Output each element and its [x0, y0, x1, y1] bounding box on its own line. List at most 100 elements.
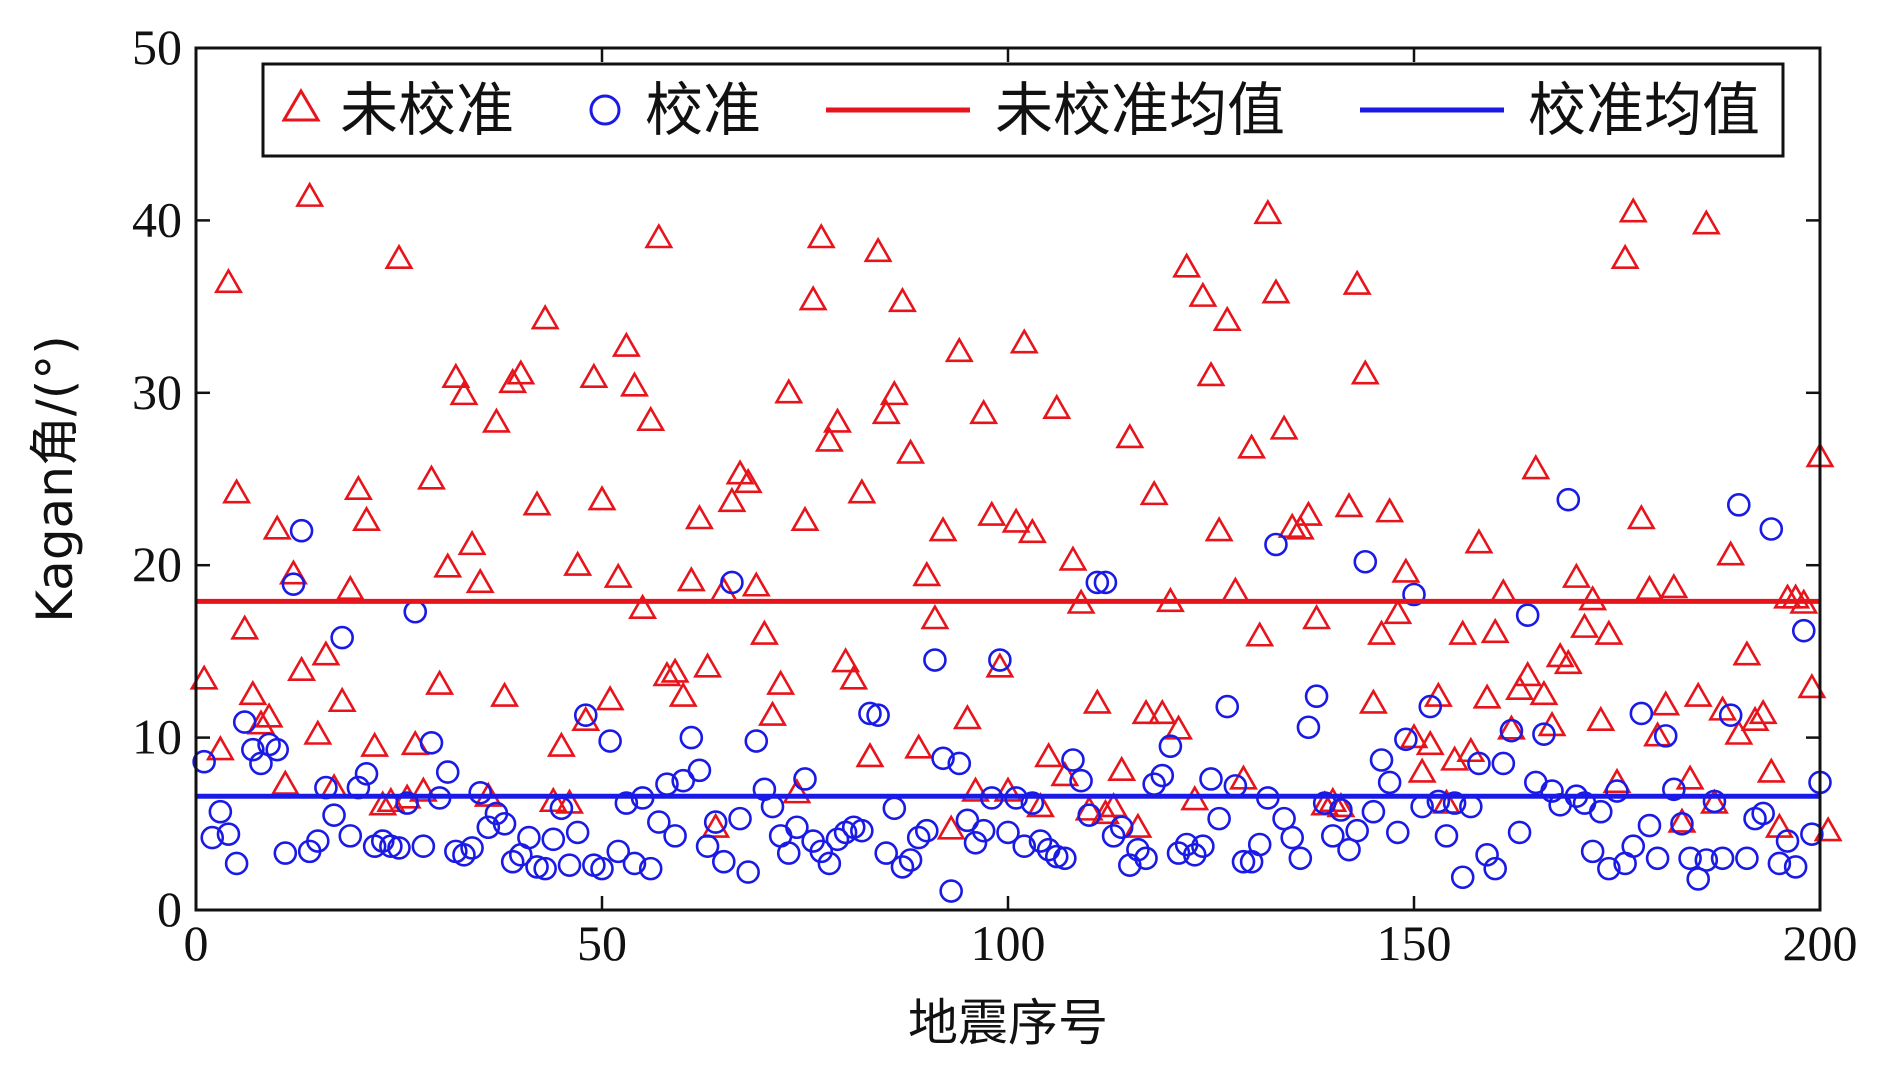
calibrated-point [1475, 843, 1499, 867]
uncalibrated-point [343, 474, 373, 501]
calibrated-point [1061, 748, 1085, 772]
uncalibrated-point [1228, 764, 1258, 790]
calibrated-point [452, 843, 476, 867]
uncalibrated-point [1651, 690, 1681, 716]
calibrated-point [1718, 703, 1743, 727]
calibrated-point [996, 820, 1020, 845]
uncalibrated-point [1570, 612, 1600, 638]
uncalibrated-point [1261, 278, 1291, 304]
uncalibrated-point [636, 405, 666, 432]
calibrated-point [695, 834, 720, 859]
legend-label-calibrated-mean: 校准均值 [1528, 76, 1760, 144]
uncalibrated-point [798, 285, 828, 311]
uncalibrated-point [1610, 243, 1640, 269]
uncalibrated-point [416, 464, 446, 490]
uncalibrated-point [1367, 619, 1397, 645]
uncalibrated-point [1415, 729, 1445, 756]
uncalibrated-point [1375, 497, 1405, 523]
uncalibrated-point [1074, 795, 1104, 821]
calibrated-point [1312, 791, 1337, 815]
calibrated-point [671, 768, 696, 793]
calibrated-point [525, 855, 549, 879]
calibrated-point [1483, 856, 1507, 881]
calibrated-point [1556, 487, 1581, 512]
calibrated-point [411, 834, 436, 859]
calibrated-point [500, 849, 525, 874]
legend-box [261, 62, 1785, 158]
uncalibrated-point [295, 181, 325, 207]
uncalibrated-point [1383, 598, 1413, 625]
calibrated-point [322, 803, 346, 827]
calibrated-point [590, 856, 614, 881]
calibrated-point [1694, 848, 1719, 872]
uncalibrated-point [1009, 328, 1039, 354]
calibrated-point [955, 808, 980, 833]
uncalibrated-point [465, 567, 495, 594]
calibrated-point [232, 710, 257, 734]
calibrated-point [1012, 834, 1037, 859]
uncalibrated-point [522, 490, 552, 516]
uncalibrated-point [693, 652, 723, 678]
calibrated-point [1637, 813, 1662, 838]
uncalibrated-point [1017, 517, 1047, 544]
calibrated-point [1580, 839, 1605, 864]
calibrated-point [1727, 493, 1751, 517]
calibrated-point [281, 572, 306, 596]
uncalibrated-point [1237, 433, 1267, 459]
uncalibrated-point [1496, 714, 1526, 740]
uncalibrated-point [1107, 755, 1137, 782]
uncalibrated-point [749, 619, 779, 645]
uncalibrated-point [1285, 514, 1315, 540]
calibrated-point [971, 818, 996, 843]
uncalibrated-point [603, 562, 633, 588]
uncalibrated-point [977, 500, 1007, 526]
calibrated-point [679, 725, 704, 750]
calibrated-point [224, 851, 249, 876]
calibrated-point [1653, 724, 1678, 748]
uncalibrated-point [961, 776, 991, 802]
uncalibrated-point [628, 593, 658, 619]
y-tick-label: 0 [157, 881, 182, 937]
uncalibrated-point [490, 681, 520, 707]
calibrated-point [1304, 684, 1329, 709]
uncalibrated-point [278, 559, 308, 585]
uncalibrated-point [1172, 252, 1202, 278]
uncalibrated-point [303, 719, 333, 745]
uncalibrated-point [1505, 674, 1535, 700]
uncalibrated-point [571, 705, 601, 732]
calibrated-point [858, 701, 882, 726]
uncalibrated-point [993, 776, 1023, 802]
uncalibrated-point [1034, 741, 1064, 768]
uncalibrated-point [1423, 681, 1453, 707]
uncalibrated-point [1188, 281, 1218, 307]
uncalibrated-point [1342, 269, 1372, 295]
uncalibrated-point [1667, 807, 1697, 833]
calibrated-point [1280, 825, 1304, 850]
uncalibrated-point [368, 790, 398, 816]
calibrated-point [1199, 767, 1223, 791]
x-tick-label: 0 [184, 915, 209, 971]
uncalibrated-point [1253, 198, 1283, 225]
calibrated-point [1491, 751, 1516, 776]
uncalibrated-point [441, 362, 471, 388]
legend-label-uncalibrated-mean: 未校准均值 [995, 76, 1285, 144]
uncalibrated-point [1521, 454, 1551, 480]
legend-triangle-marker [281, 88, 321, 122]
calibrated-point [492, 811, 517, 836]
uncalibrated-point [449, 379, 479, 406]
uncalibrated-point [879, 379, 909, 406]
calibrated-point [1231, 849, 1256, 874]
uncalibrated-point [287, 655, 317, 682]
uncalibrated-point [1643, 721, 1673, 747]
calibrated-point [1353, 549, 1378, 574]
uncalibrated-point [652, 660, 682, 687]
uncalibrated-point [831, 647, 861, 673]
uncalibrated-point [1578, 585, 1608, 611]
calibrated-point [1385, 820, 1410, 845]
calibrated-point [728, 806, 752, 831]
uncalibrated-point [1302, 604, 1332, 630]
calibrated-point [1515, 603, 1540, 627]
calibrated-point [387, 836, 411, 860]
calibrated-point [1629, 701, 1654, 726]
uncalibrated-point [1196, 360, 1226, 387]
